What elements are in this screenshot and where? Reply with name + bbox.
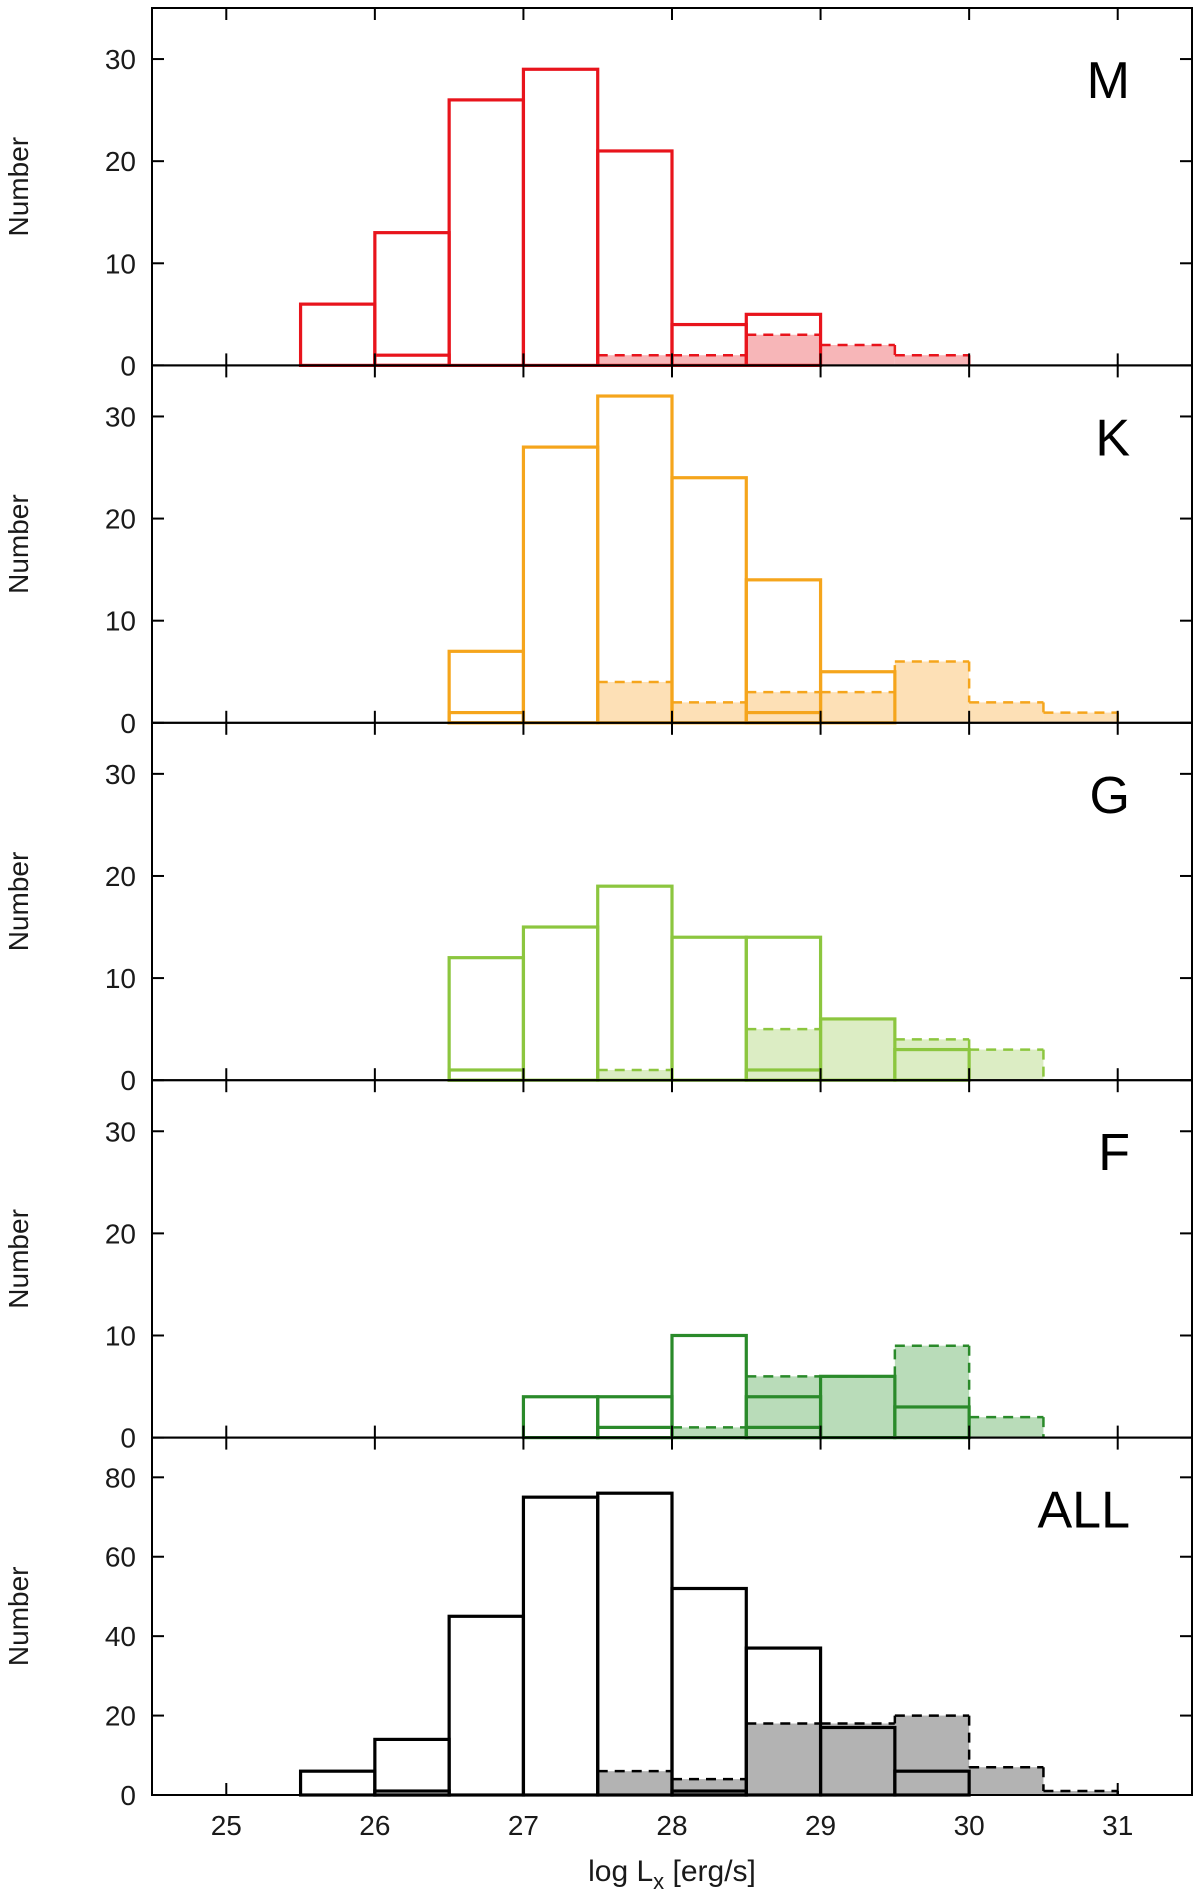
filled-bar-k-2 bbox=[746, 692, 821, 723]
y-tick-label: 20 bbox=[105, 861, 136, 892]
y-tick-label: 0 bbox=[120, 1065, 136, 1096]
y-tick-label: 30 bbox=[105, 759, 136, 790]
filled-bar-all-6 bbox=[1043, 1791, 1118, 1795]
x-tick-label: 28 bbox=[656, 1810, 687, 1841]
panel-all: 0 20 40 60 80 Number ALL bbox=[3, 1436, 1193, 1811]
x-tick-label: 27 bbox=[508, 1810, 539, 1841]
y-axis-title: Number bbox=[3, 1567, 34, 1667]
filled-bar-all-4 bbox=[894, 1715, 970, 1795]
filled-bar-g-4 bbox=[969, 1049, 1044, 1081]
filled-bar-f-3 bbox=[894, 1345, 970, 1438]
y-tick-label: 80 bbox=[105, 1462, 136, 1493]
y-tick-label: 0 bbox=[120, 350, 136, 381]
filled-bar-m-1 bbox=[672, 355, 747, 366]
y-axis-title: Number bbox=[3, 1209, 34, 1309]
panel-label-m: M bbox=[1087, 52, 1130, 110]
filled-bar-f-0 bbox=[672, 1427, 747, 1438]
y-tick-label: 20 bbox=[105, 1701, 136, 1732]
panel-m: 0 10 20 30 Number M bbox=[3, 7, 1193, 381]
outline-total-bar-f-0 bbox=[521, 1395, 600, 1440]
filled-bar-k-1 bbox=[672, 702, 747, 723]
y-tick-label: 10 bbox=[105, 963, 136, 994]
outline-inner-bar-k-0 bbox=[447, 710, 526, 725]
x-tick-label: 30 bbox=[954, 1810, 985, 1841]
outline-total-bar-f-2 bbox=[670, 1333, 748, 1440]
filled-bar-k-5 bbox=[969, 702, 1044, 723]
filled-bar-all-0 bbox=[597, 1771, 672, 1795]
y-tick-label: 0 bbox=[120, 1423, 136, 1454]
y-axis-title: Number bbox=[3, 852, 34, 952]
panel-k: 0 10 20 30 Number K bbox=[3, 364, 1193, 739]
outline-total-bar-all-3 bbox=[521, 1495, 600, 1797]
filled-bar-all-3 bbox=[820, 1723, 895, 1795]
filled-bar-k-0 bbox=[597, 681, 672, 723]
outline-inner-bar-f-0 bbox=[596, 1425, 674, 1440]
panel-f: 0 10 20 30 Number F bbox=[3, 1079, 1193, 1454]
panel-label-all: ALL bbox=[1037, 1482, 1130, 1540]
filled-bar-k-4 bbox=[894, 661, 970, 723]
outline-total-bar-k-2 bbox=[596, 394, 674, 725]
filled-bar-g-1 bbox=[746, 1029, 821, 1081]
outline-inner-bar-g-0 bbox=[447, 1068, 526, 1082]
outline-total-bar-g-3 bbox=[670, 935, 748, 1082]
outline-total-bar-all-1 bbox=[373, 1737, 451, 1797]
x-tick-label: 31 bbox=[1102, 1810, 1133, 1841]
filled-bar-g-3 bbox=[894, 1039, 970, 1081]
outline-total-bar-g-1 bbox=[521, 925, 600, 1082]
filled-bar-g-2 bbox=[820, 1018, 895, 1081]
x-tick-label: 26 bbox=[359, 1810, 390, 1841]
filled-bar-m-0 bbox=[597, 355, 672, 366]
filled-bar-all-2 bbox=[746, 1723, 821, 1795]
outline-total-bar-g-2 bbox=[596, 884, 674, 1082]
outline-total-bar-m-3 bbox=[521, 67, 600, 368]
x-axis-title: log Lx [erg/s] bbox=[588, 1855, 756, 1894]
filled-bar-k-6 bbox=[1043, 712, 1118, 723]
x-tick-label: 25 bbox=[211, 1810, 242, 1841]
outline-total-bar-all-0 bbox=[298, 1769, 377, 1797]
outline-total-bar-k-3 bbox=[670, 476, 748, 725]
filled-bar-f-4 bbox=[969, 1417, 1044, 1438]
filled-bar-all-5 bbox=[969, 1767, 1044, 1795]
y-tick-label: 0 bbox=[120, 708, 136, 739]
filled-bar-k-3 bbox=[820, 692, 895, 723]
panel-g: 0 10 20 30 Number G bbox=[3, 721, 1193, 1096]
y-axis-title: Number bbox=[3, 137, 34, 237]
y-tick-label: 30 bbox=[105, 44, 136, 75]
outline-total-bar-m-1 bbox=[373, 231, 451, 367]
y-tick-label: 20 bbox=[105, 146, 136, 177]
panel-label-g: G bbox=[1090, 767, 1130, 825]
y-axis-title: Number bbox=[3, 494, 34, 594]
y-tick-label: 0 bbox=[120, 1780, 136, 1811]
outline-total-bar-g-0 bbox=[447, 956, 526, 1082]
outline-total-bar-m-2 bbox=[447, 98, 526, 367]
filled-bar-m-3 bbox=[820, 344, 895, 366]
y-tick-label: 20 bbox=[105, 504, 136, 535]
y-tick-label: 30 bbox=[105, 401, 136, 432]
outline-total-bar-k-1 bbox=[521, 445, 600, 725]
outline-total-bar-all-5 bbox=[670, 1586, 748, 1797]
filled-bar-m-2 bbox=[746, 334, 821, 366]
y-tick-label: 30 bbox=[105, 1116, 136, 1147]
filled-bar-m-4 bbox=[894, 355, 970, 366]
outline-total-bar-m-0 bbox=[298, 302, 377, 368]
filled-bar-g-0 bbox=[597, 1069, 672, 1081]
y-tick-label: 60 bbox=[105, 1542, 136, 1573]
y-tick-label: 20 bbox=[105, 1218, 136, 1249]
outline-total-bar-all-4 bbox=[596, 1491, 674, 1797]
outline-inner-bar-m-0 bbox=[373, 353, 451, 367]
y-tick-label: 10 bbox=[105, 1320, 136, 1351]
x-tick-label: 29 bbox=[805, 1810, 836, 1841]
filled-bar-f-2 bbox=[820, 1376, 895, 1438]
panel-label-k: K bbox=[1095, 409, 1130, 467]
y-tick-label: 10 bbox=[105, 248, 136, 279]
outline-total-bar-f-1 bbox=[596, 1395, 674, 1440]
outline-total-bar-m-4 bbox=[596, 149, 674, 368]
y-tick-label: 40 bbox=[105, 1621, 136, 1652]
outline-total-bar-all-2 bbox=[447, 1614, 526, 1797]
y-tick-label: 10 bbox=[105, 606, 136, 637]
panel-label-f: F bbox=[1098, 1124, 1130, 1182]
